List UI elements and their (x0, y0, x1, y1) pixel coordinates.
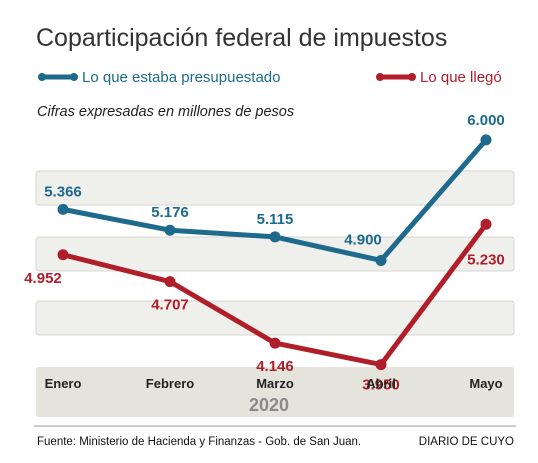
chart-title: Coparticipación federal de impuestos (36, 24, 447, 52)
x-tick-label: Enero (45, 376, 82, 391)
data-label: 6.000 (467, 112, 505, 129)
data-label: 4.146 (256, 358, 294, 375)
legend-marker (408, 73, 416, 81)
data-point (164, 224, 176, 236)
data-label: 4.707 (151, 297, 189, 314)
legend-label-llego: Lo que llegó (420, 69, 502, 86)
data-point (164, 276, 176, 288)
background-band (35, 170, 515, 206)
x-axis-panel (36, 367, 514, 417)
data-label: 4.900 (344, 231, 382, 248)
data-label: 5.366 (44, 183, 82, 200)
background-band (35, 300, 515, 336)
data-label: 3.950 (362, 377, 400, 394)
data-point (269, 337, 281, 349)
data-label: 5.230 (467, 251, 505, 268)
x-axis-background (36, 367, 514, 417)
legend-item-llego: Lo que llegó (376, 69, 502, 86)
footer-brand: DIARIO DE CUYO (419, 436, 514, 448)
footer-source: Fuente: Ministerio de Hacienda y Finanza… (37, 436, 361, 448)
x-tick-label: Febrero (146, 376, 194, 391)
legend-label-presupuestado: Lo que estaba presupuestado (82, 69, 281, 86)
legend-marker (38, 73, 46, 81)
data-point (375, 254, 387, 266)
data-label: 5.115 (257, 211, 294, 228)
data-label: 4.952 (24, 270, 62, 287)
legend-marker (70, 73, 78, 81)
chart-subtitle: Cifras expresadas en millones de pesos (37, 104, 294, 120)
data-point (375, 359, 387, 371)
data-label: 5.176 (151, 204, 189, 221)
year-label: 2020 (249, 395, 289, 415)
x-tick-label: Mayo (469, 376, 502, 391)
x-tick-label: Abril (366, 376, 396, 391)
x-axis-ticks: Enero Febrero Marzo Abril Mayo (45, 376, 503, 391)
legend-item-presupuestado: Lo que estaba presupuestado (38, 69, 281, 86)
background-bands (35, 170, 515, 336)
data-point (269, 231, 281, 243)
data-point (480, 134, 492, 146)
data-point (57, 249, 69, 261)
legend-marker (376, 73, 384, 81)
x-tick-label: Marzo (256, 376, 294, 391)
series-layer: 5.366 5.176 5.115 4.900 6.000 4.952 4.707 4.146… (24, 112, 505, 394)
data-point (480, 218, 492, 230)
legend: Lo que estaba presupuestado Lo que llegó (38, 69, 502, 86)
data-point (57, 203, 69, 215)
